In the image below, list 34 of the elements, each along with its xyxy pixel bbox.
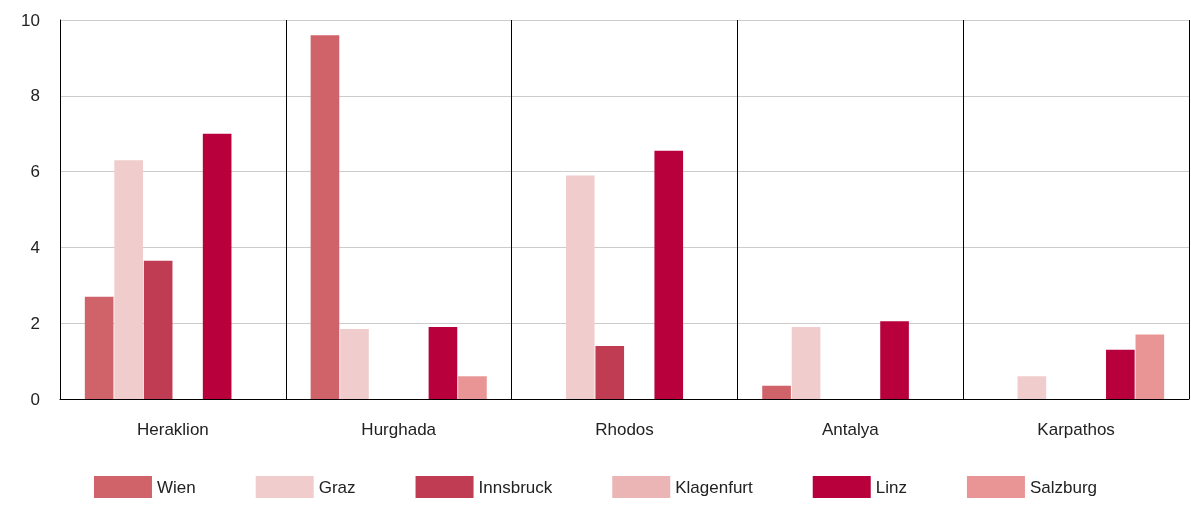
y-tick-label: 8 bbox=[30, 86, 40, 106]
x-tick-label: Antalya bbox=[821, 420, 880, 439]
bar bbox=[595, 345, 625, 399]
bar bbox=[310, 35, 340, 399]
x-tick-label: Karpathos bbox=[1037, 420, 1115, 439]
bar bbox=[114, 160, 143, 399]
bar bbox=[1135, 334, 1165, 399]
x-tick-label: Rhodos bbox=[595, 420, 654, 439]
bar bbox=[428, 326, 458, 399]
bar bbox=[1106, 349, 1135, 399]
bar bbox=[880, 321, 909, 399]
bar bbox=[84, 296, 114, 399]
bar bbox=[762, 385, 791, 399]
bar bbox=[565, 175, 595, 399]
bar bbox=[202, 133, 232, 399]
bar bbox=[340, 328, 369, 399]
legend-label: Wien bbox=[156, 477, 196, 497]
y-tick-label: 4 bbox=[30, 237, 40, 257]
legend-label: Innsbruck bbox=[478, 477, 553, 497]
legend-label: Linz bbox=[875, 477, 907, 497]
bar bbox=[143, 260, 173, 399]
y-tick-label: 0 bbox=[30, 389, 40, 409]
x-tick-label: Hurghada bbox=[361, 420, 437, 439]
bar bbox=[654, 150, 684, 399]
bar bbox=[458, 376, 487, 399]
y-tick-label: 2 bbox=[30, 313, 40, 333]
legend-label: Salzburg bbox=[1029, 477, 1098, 497]
y-tick-label: 10 bbox=[21, 10, 40, 30]
bar bbox=[1017, 376, 1047, 399]
bar bbox=[791, 326, 821, 399]
legend-label: Klagenfurt bbox=[675, 477, 754, 497]
legend-label: Graz bbox=[318, 477, 356, 497]
x-tick-label: Heraklion bbox=[136, 420, 209, 439]
y-tick-label: 6 bbox=[30, 162, 40, 182]
